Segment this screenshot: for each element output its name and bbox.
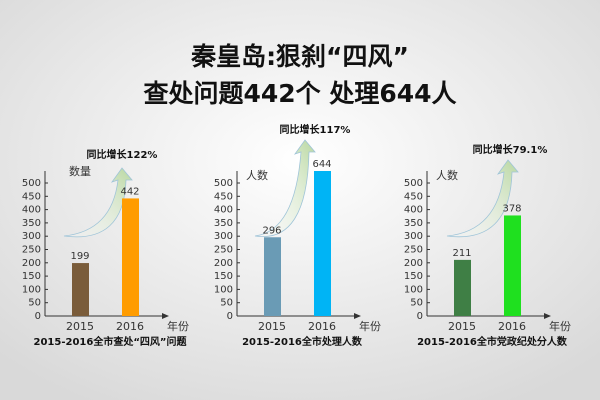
y-tick-label: 50 bbox=[28, 298, 41, 309]
x-tick-label: 2015 bbox=[258, 320, 286, 333]
y-tick-label: 400 bbox=[404, 205, 423, 216]
y-tick-label: 350 bbox=[214, 218, 233, 229]
title: 秦皇岛:狠刹“四风” bbox=[190, 42, 409, 71]
bar bbox=[454, 259, 471, 316]
y-tick-label: 450 bbox=[214, 191, 233, 202]
y-tick-label: 450 bbox=[404, 191, 423, 202]
y-tick-label: 200 bbox=[404, 258, 423, 269]
value-label: 442 bbox=[120, 186, 139, 197]
x-axis-label: 年份 bbox=[167, 319, 189, 333]
y-tick-label: 450 bbox=[22, 191, 41, 202]
y-tick-label: 0 bbox=[227, 311, 233, 322]
y-tick-label: 50 bbox=[220, 298, 233, 309]
value-label: 644 bbox=[312, 159, 331, 170]
subtitle: 查处问题442个 处理644人 bbox=[143, 79, 456, 108]
value-label: 211 bbox=[452, 248, 471, 259]
value-label: 378 bbox=[502, 203, 521, 214]
annotation: 同比增长117% bbox=[280, 123, 351, 136]
y-tick-label: 0 bbox=[417, 311, 423, 322]
annotation: 同比增长122% bbox=[87, 148, 158, 161]
y-tick-label: 350 bbox=[22, 218, 41, 229]
x-tick-label: 2015 bbox=[448, 320, 476, 333]
axis-arrow bbox=[544, 313, 551, 319]
y-tick-label: 150 bbox=[214, 271, 233, 282]
y-tick-label: 250 bbox=[22, 245, 41, 256]
x-axis-label: 年份 bbox=[359, 319, 381, 333]
bar bbox=[314, 171, 331, 316]
caption: 2015-2016全市查处“四风”问题 bbox=[34, 335, 188, 348]
y-tick-label: 200 bbox=[22, 258, 41, 269]
y-tick-label: 150 bbox=[22, 271, 41, 282]
value-label: 199 bbox=[70, 251, 89, 262]
y-tick-label: 500 bbox=[214, 178, 233, 189]
bar bbox=[72, 263, 89, 316]
y-tick-label: 500 bbox=[22, 178, 41, 189]
y-axis-label: 数量 bbox=[69, 165, 91, 178]
y-tick-label: 400 bbox=[22, 205, 41, 216]
y-tick-label: 100 bbox=[214, 284, 233, 295]
y-tick-label: 50 bbox=[410, 298, 423, 309]
caption: 2015-2016全市党政纪处分人数 bbox=[417, 335, 568, 348]
value-label: 296 bbox=[262, 225, 281, 236]
y-tick-label: 350 bbox=[404, 218, 423, 229]
bar bbox=[122, 198, 139, 316]
caption: 2015-2016全市处理人数 bbox=[242, 335, 363, 348]
x-tick-label: 2016 bbox=[308, 320, 336, 333]
y-tick-label: 300 bbox=[214, 231, 233, 242]
growth-arrow bbox=[254, 139, 316, 238]
y-tick-label: 0 bbox=[35, 311, 41, 322]
x-tick-label: 2016 bbox=[116, 320, 144, 333]
axis-arrow bbox=[162, 313, 169, 319]
y-tick-label: 500 bbox=[404, 178, 423, 189]
y-axis-label: 人数 bbox=[246, 169, 268, 182]
x-tick-label: 2016 bbox=[498, 320, 526, 333]
bar bbox=[264, 237, 281, 316]
axis-arrow bbox=[354, 313, 361, 319]
y-tick-label: 150 bbox=[404, 271, 423, 282]
bar bbox=[504, 215, 521, 316]
y-tick-label: 250 bbox=[214, 245, 233, 256]
x-tick-label: 2015 bbox=[66, 320, 94, 333]
y-axis-label: 人数 bbox=[436, 169, 458, 182]
y-tick-label: 300 bbox=[404, 231, 423, 242]
y-tick-label: 300 bbox=[22, 231, 41, 242]
y-tick-label: 250 bbox=[404, 245, 423, 256]
y-tick-label: 100 bbox=[404, 284, 423, 295]
y-tick-label: 200 bbox=[214, 258, 233, 269]
growth-arrow bbox=[63, 167, 133, 238]
y-tick-label: 100 bbox=[22, 284, 41, 295]
annotation: 同比增长79.1% bbox=[473, 143, 548, 156]
growth-arrow bbox=[446, 159, 519, 238]
x-axis-label: 年份 bbox=[549, 319, 571, 333]
y-tick-label: 400 bbox=[214, 205, 233, 216]
